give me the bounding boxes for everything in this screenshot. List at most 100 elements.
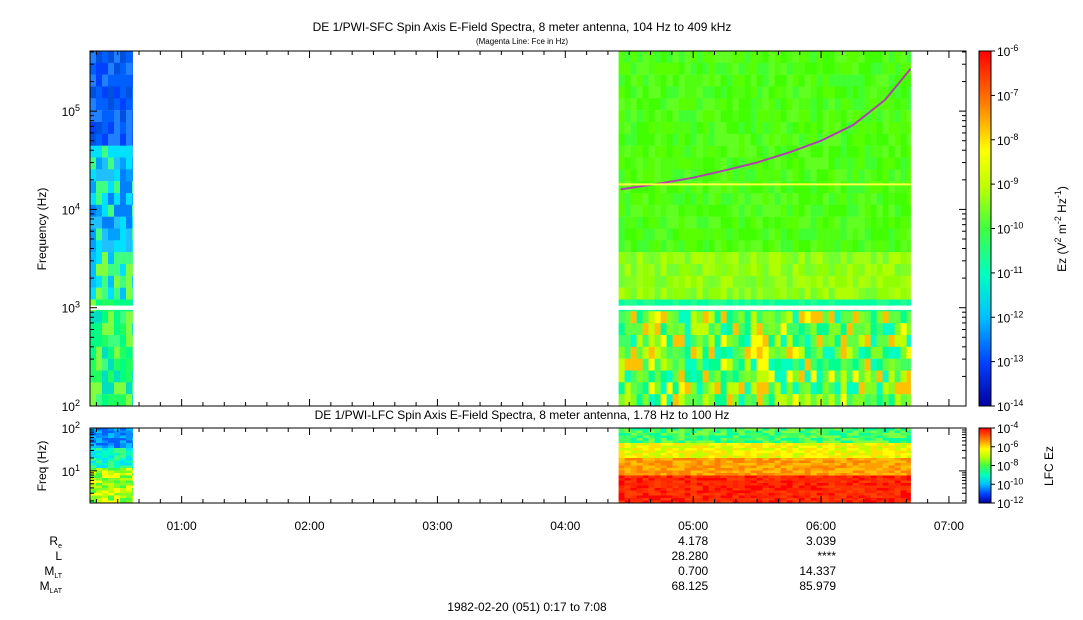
sfc-cell — [678, 311, 685, 324]
sfc-cell — [738, 204, 745, 217]
lfc-cell — [684, 498, 691, 501]
lfc-cell — [756, 428, 763, 431]
sfc-cell — [906, 275, 911, 288]
sfc-cell — [678, 370, 685, 383]
lfc-cell — [714, 433, 721, 436]
lfc-cell — [624, 493, 631, 496]
sfc-cell — [798, 240, 805, 253]
sfc-cell — [120, 98, 127, 111]
sfc-cell — [636, 358, 643, 371]
sfc-cell — [786, 62, 793, 75]
lfc-cell — [702, 500, 709, 504]
sfc-cell — [672, 311, 679, 324]
lfc-cell — [840, 438, 847, 441]
sfc-cell — [780, 193, 787, 206]
sfc-cell — [702, 358, 709, 371]
sfc-cell — [900, 264, 907, 277]
sfc-cell — [750, 51, 757, 64]
sfc-cell — [702, 204, 709, 217]
sfc-cell — [900, 275, 907, 288]
sfc-cell — [906, 335, 911, 348]
lfc-cell — [90, 475, 97, 479]
lfc-cell — [720, 438, 727, 441]
sfc-cell — [624, 264, 631, 277]
sfc-cell — [810, 122, 817, 135]
sfc-cell — [684, 169, 691, 182]
sfc-cell — [900, 394, 907, 407]
sfc-cell — [114, 275, 121, 288]
lfc-cell — [846, 450, 853, 454]
lfc-cell — [660, 448, 667, 451]
lfc-cell — [852, 468, 859, 471]
lfc-cell — [96, 440, 103, 444]
sfc-cell — [720, 394, 727, 407]
sfc-cell — [648, 86, 655, 99]
sfc-cell — [624, 370, 631, 383]
lfc-cell — [720, 435, 727, 439]
sfc-interval-1-column — [816, 51, 823, 407]
sfc-cell — [846, 51, 853, 64]
sfc-ytick-exp: 3 — [75, 300, 80, 310]
lfc-cell — [798, 465, 805, 469]
lfc-cell — [120, 450, 127, 454]
lfc-cell — [108, 495, 115, 499]
sfc-cell — [648, 240, 655, 253]
lfc-cell — [804, 435, 811, 439]
sfc-interval-1-column — [852, 51, 859, 407]
lfc-cell — [774, 453, 781, 456]
lfc-cell — [624, 440, 631, 444]
lfc-cell — [666, 445, 673, 449]
sfc-cell — [126, 62, 133, 75]
sfc-cell — [678, 264, 685, 277]
sfc-cell — [702, 181, 709, 194]
lfc-cell — [114, 468, 121, 471]
sfc-cell — [132, 62, 133, 75]
lfc-cell — [906, 445, 911, 449]
sfc-cell — [780, 110, 787, 123]
sfc-cell — [804, 252, 811, 265]
cb-label-mid2: Hz — [1055, 198, 1069, 216]
sfc-cell — [648, 275, 655, 288]
lfc-cell — [720, 445, 727, 449]
lfc-cell — [672, 480, 679, 484]
sfc-cell — [648, 110, 655, 123]
sfc-title: DE 1/PWI-SFC Spin Axis E-Field Spectra, … — [313, 20, 732, 34]
sfc-interval-1-column — [828, 51, 835, 407]
lfc-cell — [648, 435, 655, 439]
lfc-cell — [624, 445, 631, 449]
lfc-cell — [894, 488, 901, 491]
lfc-cell — [768, 430, 775, 434]
sfc-cell — [102, 275, 109, 288]
sfc-cell — [120, 145, 127, 158]
sfc-cell — [876, 346, 883, 359]
sfc-cb-exp: -6 — [1010, 43, 1018, 53]
lfc-cell — [834, 483, 841, 486]
sfc-cell — [852, 346, 859, 359]
lfc-cell — [780, 460, 787, 464]
sfc-cell — [126, 145, 133, 158]
sfc-cell — [876, 133, 883, 146]
sfc-cell — [630, 145, 637, 158]
lfc-cell — [648, 465, 655, 469]
sfc-cell — [888, 74, 895, 87]
lfc-cell — [828, 430, 835, 434]
lfc-cell — [126, 495, 133, 499]
sfc-cell — [744, 240, 751, 253]
lfc-cell — [648, 455, 655, 459]
lfc-cell — [888, 473, 895, 476]
lfc-cell — [684, 470, 691, 474]
sfc-cell — [120, 157, 127, 170]
lfc-cell — [834, 435, 841, 439]
lfc-cell — [684, 480, 691, 484]
lfc-cell — [882, 478, 889, 481]
sfc-cell — [822, 346, 829, 359]
lfc-cell — [648, 475, 655, 479]
sfc-cell — [828, 86, 835, 99]
sfc-cell — [810, 287, 817, 300]
lfc-cell — [750, 490, 757, 494]
lfc-cell — [858, 468, 865, 471]
sfc-cell — [888, 133, 895, 146]
sfc-cell — [864, 311, 871, 324]
sfc-cell — [744, 264, 751, 277]
sfc-cell — [744, 204, 751, 217]
